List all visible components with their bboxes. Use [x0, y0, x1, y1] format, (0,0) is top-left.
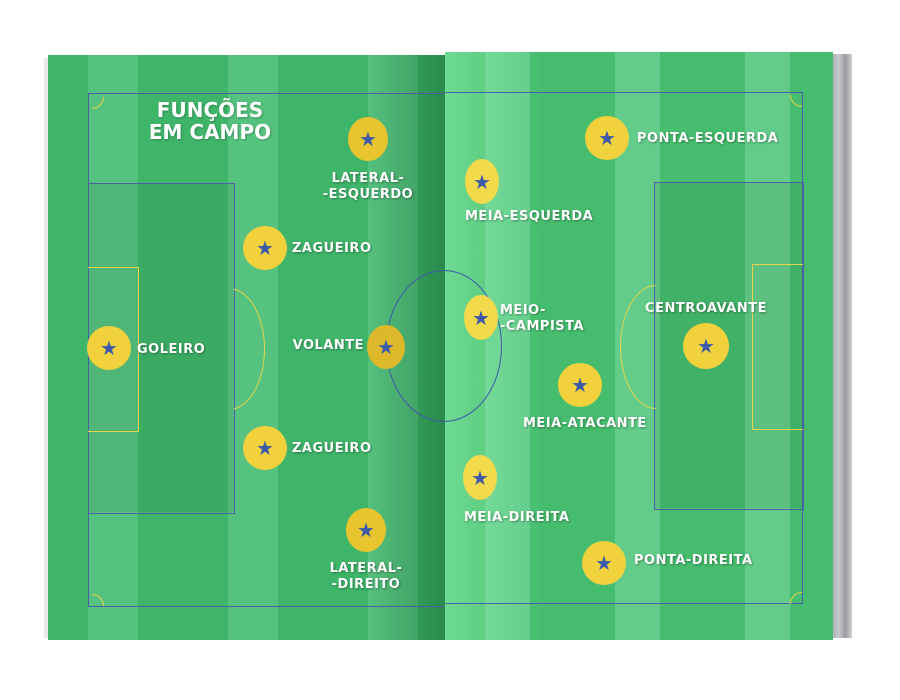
label-goleiro: GOLEIRO — [137, 342, 206, 357]
label-lateral-direito: LATERAL- -DIREITO — [316, 561, 416, 593]
touchline — [445, 92, 803, 604]
label-meia-esquerda: MEIA-ESQUERDA — [465, 209, 594, 224]
marker-meio-campista: ★ — [464, 295, 498, 340]
marker-ponta-esquerda: ★ — [585, 116, 629, 160]
star-icon: ★ — [598, 126, 616, 150]
label-volante: VOLANTE — [292, 338, 364, 353]
star-icon: ★ — [471, 465, 489, 490]
star-icon: ★ — [697, 334, 715, 358]
marker-centroavante: ★ — [683, 323, 729, 369]
label-line: MEIO- — [500, 303, 546, 318]
label-line: -ESQUERDO — [322, 187, 414, 202]
marker-ponta-direita: ★ — [582, 541, 626, 585]
star-icon: ★ — [256, 236, 274, 260]
marker-zagueiro: ★ — [243, 226, 287, 270]
marker-meia-esquerda: ★ — [465, 159, 499, 204]
label-meia-direita: MEIA-DIREITA — [464, 510, 570, 525]
label-meia-atacante: MEIA-ATACANTE — [523, 416, 647, 431]
corner-arc — [790, 592, 802, 604]
star-icon: ★ — [472, 305, 490, 330]
marker-meia-direita: ★ — [463, 455, 497, 500]
label-line: LATERAL- — [329, 561, 403, 576]
label-ponta-esquerda: PONTA-ESQUERDA — [637, 131, 779, 146]
title-line: EM CAMPO — [148, 120, 272, 144]
star-icon: ★ — [357, 518, 375, 542]
label-lateral-esquerdo: LATERAL- -ESQUERDO — [318, 171, 418, 203]
title-line: FUNÇÕES — [156, 98, 264, 122]
star-icon: ★ — [473, 169, 491, 194]
label-line: -DIREITO — [331, 577, 401, 592]
star-icon: ★ — [100, 336, 118, 360]
goal-area-right — [752, 264, 803, 430]
goal-area-left — [88, 267, 139, 432]
book-page-stack — [830, 54, 852, 638]
marker-volante: ★ — [367, 325, 405, 369]
label-line: -CAMPISTA — [500, 319, 585, 334]
star-icon: ★ — [595, 551, 613, 575]
marker-goleiro: ★ — [87, 326, 131, 370]
label-zagueiro: ZAGUEIRO — [292, 441, 372, 456]
marker-lateral-direito: ★ — [346, 508, 386, 552]
star-icon: ★ — [359, 127, 377, 151]
label-centroavante: CENTROAVANTE — [645, 301, 767, 316]
marker-lateral-esquerdo: ★ — [348, 117, 388, 161]
marker-meia-atacante: ★ — [558, 363, 602, 407]
marker-zagueiro: ★ — [243, 426, 287, 470]
star-icon: ★ — [256, 436, 274, 460]
star-icon: ★ — [377, 335, 395, 359]
label-line: LATERAL- — [331, 171, 405, 186]
label-meio-campista: MEIO- -CAMPISTA — [500, 303, 584, 335]
page-title: FUNÇÕES EM CAMPO — [140, 99, 280, 143]
label-zagueiro: ZAGUEIRO — [292, 241, 372, 256]
label-ponta-direita: PONTA-DIREITA — [634, 553, 753, 568]
star-icon: ★ — [571, 373, 589, 397]
